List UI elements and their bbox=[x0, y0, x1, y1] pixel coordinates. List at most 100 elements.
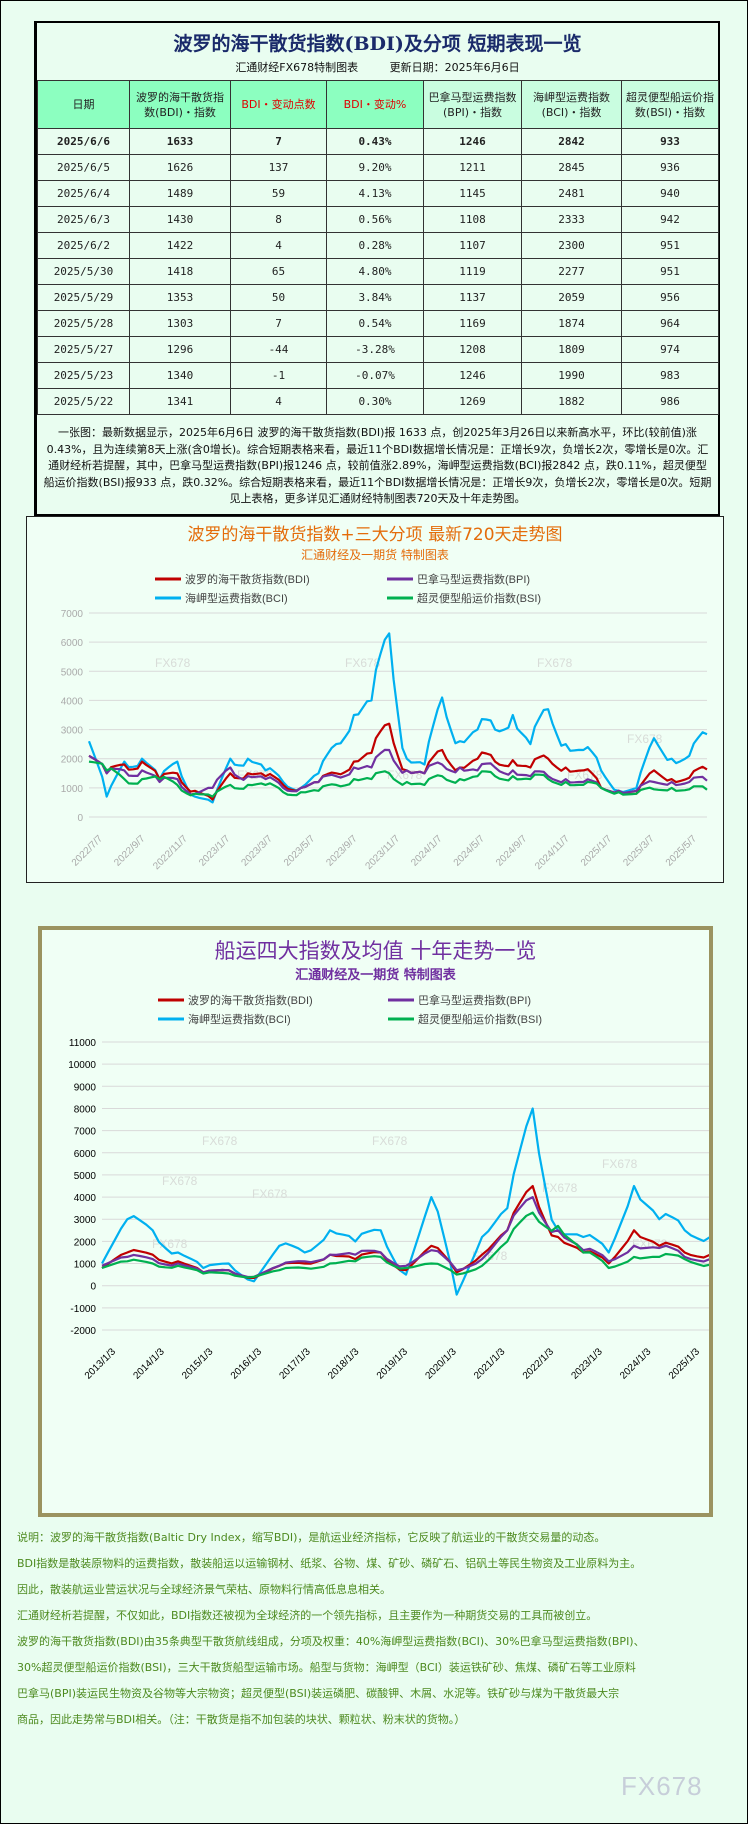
table-cell: -3.28% bbox=[326, 336, 424, 363]
legend-label-bsi: 超灵便型船运价指数(BSI) bbox=[418, 1012, 542, 1026]
y-tick-label: 4000 bbox=[74, 1193, 97, 1204]
x-tick-label: 2015/1/3 bbox=[180, 1346, 216, 1382]
y-tick-label: 6000 bbox=[61, 638, 84, 649]
x-tick-label: 2025/5/7 bbox=[664, 833, 700, 869]
table-cell: 4 bbox=[230, 388, 327, 415]
y-tick-label: 2000 bbox=[61, 755, 84, 766]
note-line: 商品，因此走势常与BDI相关。（注：干散货是指不加包装的块状、颗粒状、粉末状的货… bbox=[17, 1713, 466, 1726]
column-header: BDI・变动% bbox=[326, 80, 424, 129]
table-cell: 137 bbox=[230, 154, 327, 181]
table-cell: 2333 bbox=[521, 206, 622, 233]
column-header: 海岬型运费指数(BCI)・指数 bbox=[521, 80, 622, 129]
x-tick-label: 2021/1/3 bbox=[472, 1346, 508, 1382]
x-tick-label: 2023/9/7 bbox=[324, 833, 360, 869]
fx678-watermark: FX678 bbox=[621, 1771, 703, 1801]
column-header: 巴拿马型运费指数(BPI)・指数 bbox=[423, 80, 522, 129]
x-tick-label: 2022/11/7 bbox=[151, 833, 190, 872]
table-cell: 1119 bbox=[423, 258, 522, 285]
table-cell: 65 bbox=[230, 258, 327, 285]
table-cell: 1874 bbox=[521, 310, 622, 337]
source-label: 汇通财经FX678特制图表 bbox=[235, 61, 359, 74]
table-cell: 1341 bbox=[129, 388, 231, 415]
table-cell: 0.30% bbox=[326, 388, 424, 415]
table-row: 2025/5/22 1341 4 0.30% 1269 1882 986 bbox=[37, 388, 719, 415]
table-cell: 1303 bbox=[129, 310, 231, 337]
table-row: 2025/5/28 1303 7 0.54% 1169 1874 964 bbox=[37, 310, 719, 337]
x-tick-label: 2024/5/7 bbox=[452, 833, 488, 869]
chart1-subtitle: 汇通财经及一期货 特制图表 bbox=[301, 548, 449, 562]
table-cell: 2025/5/30 bbox=[37, 258, 130, 285]
series-line-bsi bbox=[88, 760, 708, 798]
bdi-table: 日期 波罗的海干散货指数(BDI)・指数 BDI・变动点数 BDI・变动% 巴拿马型运费… bbox=[37, 80, 719, 415]
table-row: 2025/6/2 1422 4 0.28% 1107 2300 951 bbox=[37, 232, 719, 259]
chart-720-day: 波罗的海干散货指数+三大分项 最新720天走势图 汇通财经及一期货 特制图表 0… bbox=[26, 516, 724, 883]
table-cell: 1246 bbox=[423, 128, 522, 155]
table-cell: 0.28% bbox=[326, 232, 424, 259]
fx678-watermark: FX678 bbox=[372, 1134, 408, 1148]
x-tick-label: 2022/7/7 bbox=[70, 833, 106, 869]
table-cell: 2025/6/4 bbox=[37, 180, 130, 207]
x-tick-label: 2018/1/3 bbox=[326, 1346, 362, 1382]
subtitle: 汇通财经FX678特制图表 更新日期：2025年6月6日 bbox=[37, 60, 718, 76]
table-cell: 2025/6/3 bbox=[37, 206, 130, 233]
table-cell: 0.43% bbox=[326, 128, 424, 155]
summary-text: 一张图：最新数据显示，2025年6月6日 波罗的海干散货指数(BDI)报 163… bbox=[43, 426, 712, 505]
table-row: 2025/6/3 1430 8 0.56% 1108 2333 942 bbox=[37, 206, 719, 233]
table-cell: 1137 bbox=[423, 284, 522, 311]
table-row: 2025/5/23 1340 -1 -0.07% 1246 1990 983 bbox=[37, 362, 719, 389]
table-cell: 1296 bbox=[129, 336, 231, 363]
x-tick-label: 2020/1/3 bbox=[423, 1346, 459, 1382]
table-cell: 2025/5/28 bbox=[37, 310, 130, 337]
x-tick-label: 2024/11/7 bbox=[533, 833, 572, 872]
fx678-watermark: FX678 bbox=[162, 1174, 198, 1188]
table-cell: 2025/5/27 bbox=[37, 336, 130, 363]
table-cell: 4 bbox=[230, 232, 327, 259]
chart-ten-year: 船运四大指数及均值 十年走势一览 汇通财经及一期货 特制图表 -2000 -100… bbox=[38, 926, 713, 1517]
x-tick-label: 2013/1/3 bbox=[83, 1346, 119, 1382]
x-tick-label: 2024/1/3 bbox=[618, 1346, 654, 1382]
table-cell: 936 bbox=[621, 154, 719, 181]
table-cell: 1353 bbox=[129, 284, 231, 311]
note-line: 巴拿马(BPI)装运民生物资及谷物等大宗物资；超灵便型(BSI)装运磷肥、碳酸钾… bbox=[17, 1687, 620, 1700]
table-cell: 2025/5/29 bbox=[37, 284, 130, 311]
table-cell: 1990 bbox=[521, 362, 622, 389]
table-cell: 986 bbox=[621, 388, 719, 415]
table-cell: 974 bbox=[621, 336, 719, 363]
table-cell: 2300 bbox=[521, 232, 622, 259]
table-row: 2025/6/4 1489 59 4.13% 1145 2481 940 bbox=[37, 180, 719, 207]
table-cell: 7 bbox=[230, 128, 327, 155]
table-cell: 2025/6/5 bbox=[37, 154, 130, 181]
table-cell: 933 bbox=[621, 128, 719, 155]
table-cell: -44 bbox=[230, 336, 327, 363]
y-tick-label: 5000 bbox=[61, 667, 84, 678]
note-line: 汇通财经析若提醒，不仅如此，BDI指数还被视为全球经济的一个领先指标，且主要作为… bbox=[17, 1609, 598, 1622]
note-line: 说明：波罗的海干散货指数(Baltic Dry Index，缩写BDI)，是航运… bbox=[17, 1531, 606, 1544]
table-cell: 1169 bbox=[423, 310, 522, 337]
table-cell: 9.20% bbox=[326, 154, 424, 181]
table-cell: 4.80% bbox=[326, 258, 424, 285]
table-row: 2025/6/6 1633 7 0.43% 1246 2842 933 bbox=[37, 128, 719, 155]
legend-label-bpi: 巴拿马型运费指数(BPI) bbox=[418, 993, 531, 1007]
column-header: BDI・变动点数 bbox=[230, 80, 327, 129]
table-cell: 951 bbox=[621, 232, 719, 259]
series-line-bci bbox=[101, 1107, 709, 1296]
series-line-bsi bbox=[101, 1211, 709, 1279]
fx678-watermark: FX678 bbox=[542, 1181, 578, 1195]
summary-table-panel: 波罗的海干散货指数(BDI)及分项 短期表现一览 汇通财经FX678特制图表 更… bbox=[34, 21, 720, 516]
note-line: BDI指数是散装原物料的运费指数，散装船运以运输钢材、纸浆、谷物、煤、矿砂、磷矿… bbox=[17, 1557, 642, 1570]
x-tick-label: 2023/3/7 bbox=[240, 833, 276, 869]
table-cell: 1208 bbox=[423, 336, 522, 363]
table-row: 2025/5/30 1418 65 4.80% 1119 2277 951 bbox=[37, 258, 719, 285]
table-cell: 4.13% bbox=[326, 180, 424, 207]
table-cell: 2059 bbox=[521, 284, 622, 311]
x-tick-label: 2016/1/3 bbox=[229, 1346, 265, 1382]
page-title: 波罗的海干散货指数(BDI)及分项 短期表现一览 bbox=[173, 33, 582, 55]
table-cell: 0.56% bbox=[326, 206, 424, 233]
legend-label-bpi: 巴拿马型运费指数(BPI) bbox=[417, 572, 530, 586]
table-cell: 1430 bbox=[129, 206, 231, 233]
table-cell: 1269 bbox=[423, 388, 522, 415]
y-tick-label: 1000 bbox=[61, 784, 84, 795]
x-tick-label: 2023/5/7 bbox=[282, 833, 318, 869]
x-tick-label: 2025/3/7 bbox=[621, 833, 657, 869]
